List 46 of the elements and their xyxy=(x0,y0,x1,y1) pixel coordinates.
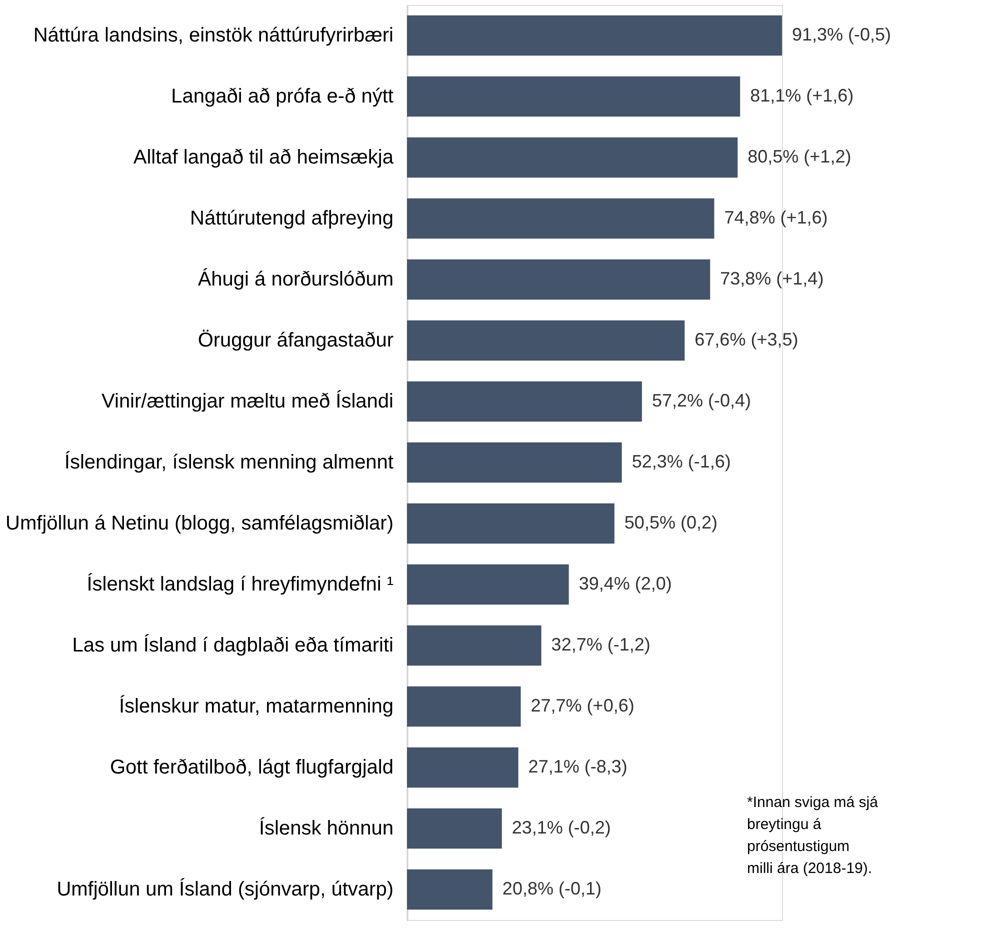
data-label: 91,3% (-0,5) xyxy=(792,24,892,44)
y-tick-label: Náttúrutengd afþreying xyxy=(190,208,394,230)
bar xyxy=(407,381,642,422)
data-label: 73,8% (+1,4) xyxy=(720,268,824,288)
data-label: 23,1% (-0,2) xyxy=(512,818,611,838)
data-label: 81,1% (+1,6) xyxy=(750,86,854,106)
bar xyxy=(407,625,542,666)
data-label: 67,6% (+3,5) xyxy=(694,330,798,350)
bar xyxy=(407,76,740,117)
y-tick-label: Áhugi á norðurslóðum xyxy=(198,268,394,290)
y-tick-label: Íslendingar, íslensk menning almennt xyxy=(64,450,394,474)
y-tick-label: Umfjöllun á Netinu (blogg, samfélagsmiðlar) xyxy=(6,512,394,534)
data-label: 27,7% (+0,6) xyxy=(530,696,634,716)
y-tick-label: Vinir/ættingjar mæltu með Íslandi xyxy=(102,390,394,412)
y-tick-label: Náttúra landsins, einstök náttúrufyrirbæri xyxy=(33,24,394,46)
data-label: 52,3% (-1,6) xyxy=(632,452,731,472)
bar xyxy=(407,442,622,483)
y-tick-label: Íslensk hönnun xyxy=(258,816,394,840)
bar xyxy=(407,15,782,56)
bar xyxy=(407,808,502,849)
y-tick-label: Las um Ísland í dagblaði eða tímariti xyxy=(72,634,394,656)
data-label: 57,2% (-0,4) xyxy=(652,390,751,410)
bar xyxy=(407,137,738,178)
bar xyxy=(407,564,569,605)
data-label: 27,1% (-8,3) xyxy=(528,756,628,776)
data-label: 50,5% (0,2) xyxy=(624,512,718,532)
data-label: 74,8% (+1,6) xyxy=(724,208,828,228)
y-tick-label: Umfjöllun um Ísland (sjónvarp, útvarp) xyxy=(56,878,394,900)
bar xyxy=(407,259,710,300)
bar xyxy=(407,198,714,239)
y-tick-label: Alltaf langað til að heimsækja xyxy=(133,146,394,168)
y-tick-label: Öruggur áfangastaður xyxy=(198,330,394,352)
y-tick-label: Íslenskt landslag í hreyfimyndefni ¹ xyxy=(86,572,394,596)
bar xyxy=(407,869,492,910)
data-label: 80,5% (+1,2) xyxy=(748,146,852,166)
data-label: 20,8% (-0,1) xyxy=(502,878,602,898)
bar xyxy=(407,320,685,361)
data-label: 39,4% (2,0) xyxy=(578,574,672,594)
bar xyxy=(407,747,518,788)
bar xyxy=(407,686,521,727)
y-tick-label: Gott ferðatilboð, lágt flugfargjald xyxy=(110,756,394,778)
y-tick-label: Langaði að prófa e-ð nýtt xyxy=(171,86,394,108)
data-label: 32,7% (-1,2) xyxy=(551,634,650,654)
annotation: *Innan sviga má sjá breytingu á prósentustigum milli ára (2018-19). xyxy=(747,794,879,877)
y-tick-label: Íslenskur matur, matarmenning xyxy=(118,694,394,718)
bar xyxy=(407,503,614,544)
